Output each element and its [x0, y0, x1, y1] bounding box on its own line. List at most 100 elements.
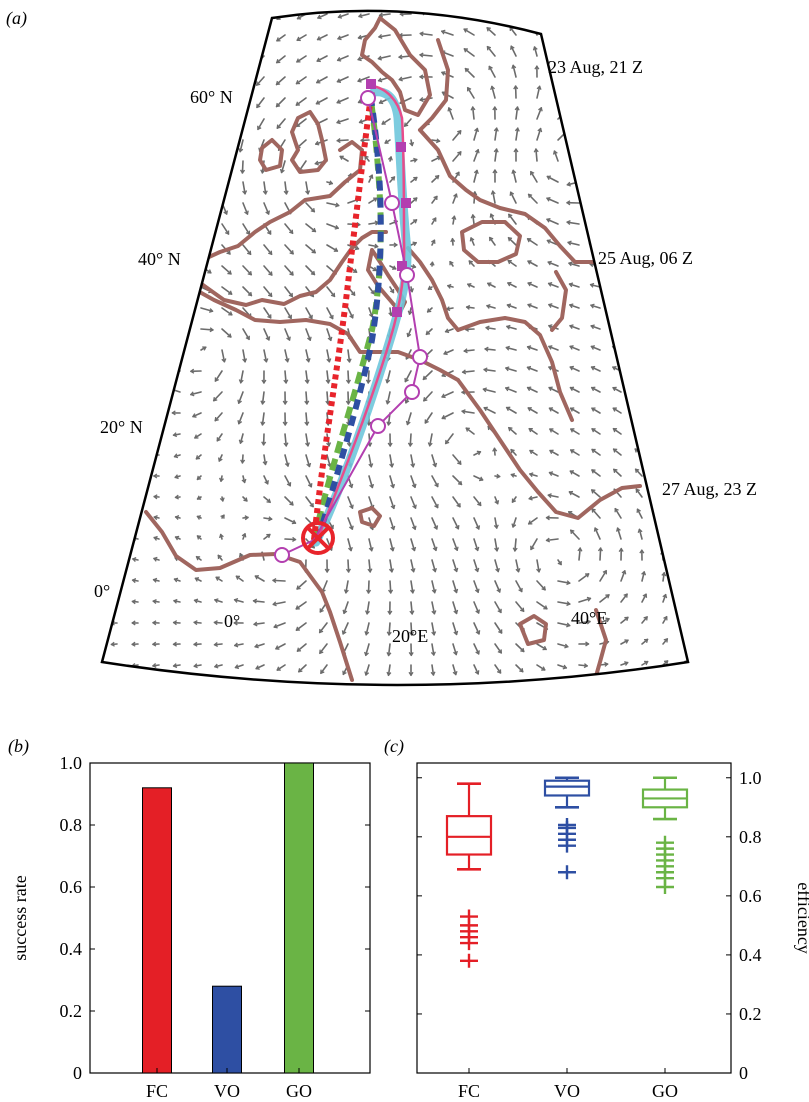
wind-arrow-head	[266, 498, 271, 503]
wind-arrow	[599, 118, 607, 123]
wind-arrow-head	[681, 573, 687, 577]
wind-arrow	[641, 616, 648, 624]
wind-arrow	[452, 517, 460, 530]
wind-arrow	[214, 664, 223, 668]
wind-arrow	[431, 195, 438, 204]
wind-arrow-head	[596, 29, 602, 34]
wind-arrow	[96, 326, 100, 329]
wind-arrow-head	[112, 408, 117, 414]
wind-arrow	[509, 26, 517, 36]
wind-arrow	[590, 386, 601, 393]
lon-label-20: 20°E	[392, 626, 428, 646]
wind-arrow-head	[237, 399, 242, 404]
wind-arrow	[431, 538, 437, 552]
wind-arrow	[284, 475, 292, 487]
wind-arrow	[591, 428, 601, 435]
wind-arrow	[389, 496, 395, 510]
wind-arrow	[215, 34, 223, 43]
wind-arrow-head	[132, 494, 137, 500]
square-markers	[366, 79, 411, 317]
wind-arrow	[515, 643, 525, 653]
wind-arrow	[488, 236, 496, 246]
track-FC	[311, 91, 375, 541]
wind-arrow	[96, 224, 100, 229]
wind-arrow	[152, 432, 160, 435]
wind-arrow	[431, 601, 436, 615]
wind-arrow-head	[152, 599, 157, 605]
wind-arrow	[553, 10, 559, 15]
wind-arrow-head	[654, 304, 659, 310]
wind-arrow-head	[595, 10, 601, 14]
wind-arrow-head	[568, 490, 574, 496]
wind-arrow-head	[678, 139, 683, 144]
wind-arrow-head	[253, 621, 258, 627]
wind-arrow-head	[633, 202, 638, 208]
wind-arrow-head	[613, 468, 618, 473]
wind-arrow	[315, 97, 328, 105]
wind-arrow-head	[683, 616, 688, 621]
wind-arrow	[94, 388, 96, 392]
wind-arrow-head	[548, 471, 554, 477]
wind-arrow-head	[190, 391, 195, 397]
wind-arrow-head	[364, 651, 369, 656]
wind-arrow-head	[373, 197, 378, 202]
wind-arrow	[284, 349, 289, 363]
wind-arrow-head	[91, 495, 94, 499]
wind-arrow-head	[91, 558, 94, 562]
wind-arrow-head	[194, 16, 200, 21]
wind-arrow	[537, 686, 544, 691]
wind-arrow-head	[412, 219, 418, 224]
wind-arrow	[590, 489, 601, 498]
wind-arrow-head	[495, 567, 500, 573]
wind-arrow-head	[510, 449, 515, 454]
wind-arrow-head	[92, 431, 96, 435]
box-iqr	[445, 815, 493, 856]
wind-arrow-head	[475, 650, 480, 655]
wind-arrow-head	[393, 242, 398, 248]
wind-arrow-head	[664, 682, 669, 686]
wind-arrow-head	[194, 577, 200, 582]
wind-arrow-head	[291, 519, 297, 525]
wind-arrow-head	[335, 202, 340, 208]
wind-arrow-head	[348, 483, 354, 488]
wind-arrow	[410, 580, 414, 594]
wind-arrow-head	[583, 139, 588, 145]
wind-arrow	[92, 431, 96, 434]
wind-arrow	[215, 55, 223, 65]
wind-arrow-head	[316, 79, 321, 84]
wind-arrow	[494, 622, 503, 634]
wind-arrow	[358, 13, 370, 18]
wind-arrow-head	[188, 305, 193, 311]
wind-arrow	[683, 594, 687, 603]
wind-arrow	[368, 221, 379, 225]
wind-arrow	[378, 13, 391, 17]
wind-arrow	[466, 86, 475, 99]
wind-arrow	[658, 54, 664, 57]
wind-arrow-head	[537, 128, 543, 133]
wind-arrow	[96, 203, 99, 209]
wind-arrow-head	[131, 620, 136, 626]
wind-arrow-head	[275, 80, 281, 86]
wind-arrow	[113, 76, 118, 85]
wind-arrow	[569, 386, 580, 393]
wind-arrow-head	[272, 601, 277, 607]
wind-arrow-head	[591, 469, 596, 474]
wind-arrow-head	[536, 568, 542, 573]
wind-arrow-head	[365, 379, 371, 384]
wind-arrow	[465, 306, 475, 309]
wind-arrow	[152, 386, 160, 393]
wind-arrow	[547, 261, 559, 267]
wind-arrow-head	[505, 366, 510, 372]
wind-arrow-head	[115, 185, 121, 190]
wind-arrow	[473, 643, 480, 655]
wind-arrow-head	[262, 460, 268, 465]
wind-arrow-head	[573, 164, 579, 169]
wind-arrow-head	[111, 578, 116, 584]
wind-arrow	[111, 495, 118, 498]
wind-arrow-head	[497, 690, 500, 694]
wind-arrow	[432, 686, 433, 695]
wind-arrow-head	[457, 151, 462, 156]
wind-arrow-head	[310, 270, 316, 276]
wind-arrow	[599, 663, 609, 666]
wind-arrow-head	[306, 336, 312, 341]
